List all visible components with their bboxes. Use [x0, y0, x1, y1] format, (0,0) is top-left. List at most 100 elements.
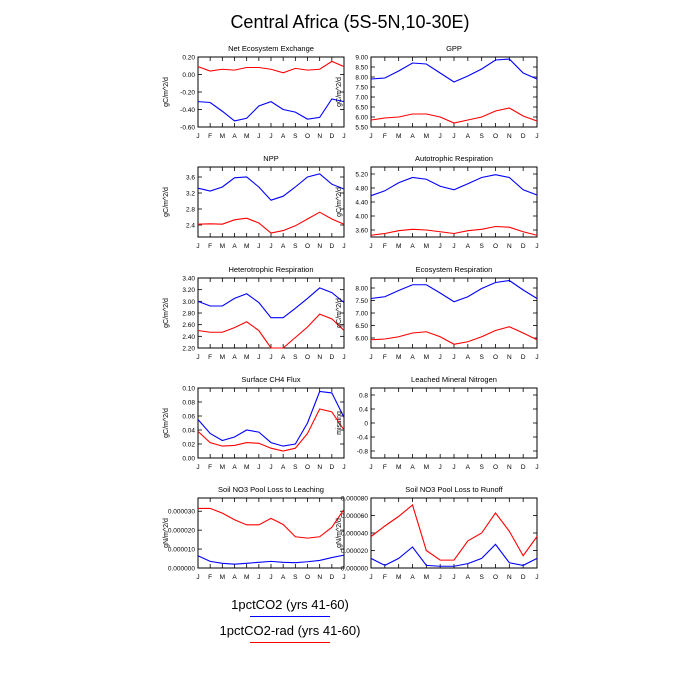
figure-title: Central Africa (5S-5N,10-30E) [230, 12, 470, 32]
y-tick-label: -0.60 [180, 125, 195, 132]
x-tick-label: M [220, 574, 225, 581]
x-tick-label: M [424, 243, 429, 250]
x-tick-label: M [220, 354, 225, 361]
x-tick-label: S [293, 243, 298, 250]
y-tick-label: 0.10 [182, 386, 195, 393]
x-tick-label: M [424, 133, 429, 140]
y-tick-label: 0.04 [182, 428, 195, 435]
series-1-line [370, 279, 538, 303]
y-tick-label: 3.20 [182, 287, 195, 294]
x-tick-label: D [521, 243, 526, 250]
y-tick-label: 0.00 [182, 72, 195, 79]
x-tick-label: J [269, 133, 272, 140]
x-tick-label: A [410, 133, 415, 140]
y-tick-label: 0.000040 [341, 531, 368, 538]
panel-title: Leached Mineral Nitrogen [411, 375, 497, 384]
x-tick-label: J [342, 243, 345, 250]
y-tick-label: 8.00 [355, 75, 368, 82]
series-2-line [197, 211, 345, 234]
y-tick-label: -0.8 [357, 449, 369, 456]
panel-title: GPP [446, 44, 462, 53]
x-tick-label: N [507, 354, 512, 361]
x-tick-label: D [329, 464, 334, 471]
x-tick-label: S [293, 354, 298, 361]
y-tick-label: 7.50 [355, 298, 368, 305]
panel-8: Leached Mineral Nitrogen missing 0.8 0.4 0 -0… [336, 375, 539, 471]
x-tick-label: J [452, 243, 455, 250]
x-tick-label: A [232, 243, 237, 250]
x-tick-label: J [257, 464, 260, 471]
x-tick-label: J [269, 243, 272, 250]
x-tick-label: J [452, 133, 455, 140]
x-tick-label: J [196, 354, 199, 361]
y-tick-label: 2.4 [186, 223, 195, 230]
x-tick-label: J [257, 243, 260, 250]
y-tick-label: -0.4 [357, 435, 369, 442]
x-tick-label: F [208, 464, 212, 471]
series-2-line [197, 60, 345, 74]
y-tick-label: 0.000020 [341, 548, 368, 555]
x-tick-label: A [232, 133, 237, 140]
x-tick-label: J [439, 243, 442, 250]
y-tick-label: 4.00 [355, 214, 368, 221]
x-tick-label: S [293, 133, 298, 140]
x-tick-label: O [305, 574, 310, 581]
x-tick-label: J [535, 464, 538, 471]
y-tick-label: 3.60 [355, 228, 368, 235]
x-tick-label: J [342, 574, 345, 581]
y-axis-label: gN/m^2/d [163, 518, 170, 548]
x-tick-label: N [317, 354, 322, 361]
y-axis-label: gC/m^2/d [163, 77, 170, 107]
x-tick-label: M [424, 464, 429, 471]
series-1-line [370, 58, 538, 83]
y-tick-label: 0.000010 [168, 547, 195, 554]
y-tick-label: 5.20 [355, 172, 368, 179]
y-axis-label: gC/m^2/d [336, 298, 343, 328]
y-tick-label: 0.08 [182, 400, 195, 407]
x-tick-label: O [493, 354, 498, 361]
x-tick-label: F [208, 354, 212, 361]
x-tick-label: M [244, 464, 249, 471]
x-tick-label: J [535, 574, 538, 581]
series-2-line [370, 326, 538, 345]
y-tick-label: 6.50 [355, 323, 368, 330]
x-tick-label: M [244, 243, 249, 250]
panel-7: Surface CH4 Flux gC/m^2/d 0.10 0.08 0.06 0.04… [163, 375, 346, 471]
x-tick-label: O [493, 243, 498, 250]
series-2-line [197, 313, 345, 349]
panel-1: Net Ecosystem Exchange gC/m^2/d 0.20 0.00 -0… [163, 44, 346, 140]
y-axis-label: gC/m^2/d [163, 298, 170, 328]
x-tick-label: J [369, 243, 372, 250]
series-1-line [197, 554, 345, 565]
x-tick-label: N [317, 574, 322, 581]
x-tick-label: J [257, 354, 260, 361]
x-tick-label: J [269, 574, 272, 581]
series-1-line [197, 287, 345, 319]
x-tick-label: A [281, 133, 286, 140]
x-tick-label: O [305, 464, 310, 471]
x-tick-label: O [493, 464, 498, 471]
x-tick-label: N [507, 243, 512, 250]
panel-frame [370, 387, 538, 459]
y-tick-label: 6.50 [355, 105, 368, 112]
x-tick-label: M [424, 574, 429, 581]
x-tick-label: M [244, 133, 249, 140]
x-tick-label: M [396, 243, 401, 250]
x-tick-label: D [521, 133, 526, 140]
y-tick-label: 2.80 [182, 311, 195, 318]
x-tick-label: M [396, 354, 401, 361]
series-1-line [197, 390, 345, 447]
x-tick-label: A [410, 243, 415, 250]
x-tick-label: J [535, 354, 538, 361]
x-tick-label: J [535, 243, 538, 250]
x-tick-label: J [257, 574, 260, 581]
x-tick-label: F [208, 243, 212, 250]
x-tick-label: J [452, 464, 455, 471]
x-tick-label: F [383, 464, 387, 471]
y-tick-label: 2.60 [182, 322, 195, 329]
x-tick-label: D [329, 133, 334, 140]
panel-title: Net Ecosystem Exchange [228, 44, 314, 53]
panel-frame [370, 56, 538, 128]
x-tick-label: D [521, 464, 526, 471]
